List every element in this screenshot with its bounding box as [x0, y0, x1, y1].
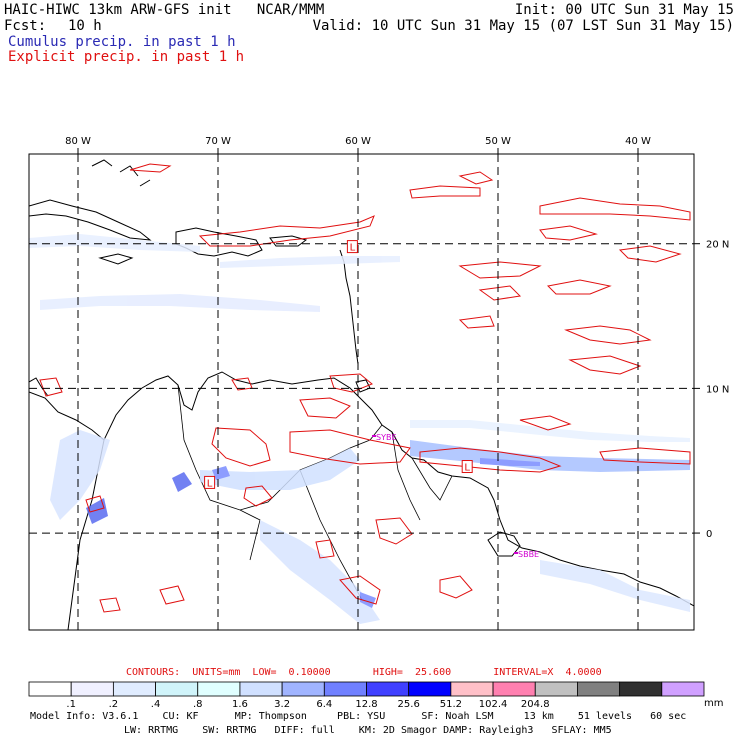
lat-lon-grid [29, 154, 694, 630]
hispaniola [175, 227, 263, 257]
colorbar-swatch [239, 681, 283, 697]
puerto-rico [269, 235, 308, 247]
colorbar-tick-label: .4 [151, 699, 161, 710]
low-marker-box [204, 475, 216, 489]
colorbar-swatch [112, 681, 156, 697]
jamaica [98, 253, 134, 265]
colorbar-tick-label: 1.6 [232, 699, 248, 710]
colorbar-swatch [281, 681, 325, 697]
colorbar-swatch [577, 681, 621, 697]
lat-label: 20 N [706, 240, 729, 251]
colorbar-swatch [450, 681, 494, 697]
lon-label: 70 W [205, 136, 231, 147]
model-title: HAIC-HIWC 13km ARW-GFS init NCAR/MMM [4, 2, 325, 18]
colorbar-swatch [619, 681, 663, 697]
low-marker-label: L [207, 478, 213, 489]
colorbar-tick-label: 25.6 [398, 699, 420, 710]
lon-label: 40 W [625, 136, 651, 147]
coastlines [29, 159, 694, 630]
colorbar-tick-label: .2 [109, 699, 119, 710]
cuba [29, 199, 152, 241]
model-info-line1: Model Info: V3.6.1 CU: KF MP: Thompson P… [30, 711, 687, 722]
marajo-island [487, 531, 521, 557]
colorbar-swatch [323, 681, 367, 697]
lesser-antilles [339, 249, 359, 365]
lon-label: 60 W [345, 136, 371, 147]
colorbar-swatch [661, 681, 705, 697]
pacific-coast [67, 439, 105, 630]
cumulus-precip-shading [29, 234, 690, 624]
low-markers: L L L [204, 240, 473, 489]
colorbar-tick-label: 51.2 [440, 699, 462, 710]
colorbar-units: mm [704, 698, 723, 709]
latitude-labels: 20 N 10 N 0 [694, 240, 729, 540]
explicit-legend: Explicit precip. in past 1 h [8, 49, 245, 65]
longitude-labels: 80 W 70 W 60 W 50 W 40 W [65, 136, 651, 154]
cumulus-legend: Cumulus precip. in past 1 h [8, 34, 236, 50]
init-time: Init: 00 UTC Sun 31 May 15 [514, 2, 734, 18]
low-marker-box [461, 460, 473, 474]
station-markers [372, 435, 518, 554]
lat-label: 10 N [706, 384, 729, 395]
precip-colorbar: .1.2.4.8 1.6 3.2 6.4 12.8 25.6 51.2 102.4 204.8 … [28, 681, 723, 710]
colorbar-swatch [70, 681, 114, 697]
contours-info: CONTOURS: UNITS=mm LOW= 0.10000 HIGH= 25… [126, 667, 602, 678]
lat-label: 0 [706, 529, 712, 540]
station-label-sbbe: SBBE [518, 550, 539, 559]
colorbar-swatch [366, 681, 410, 697]
colorbar-swatch [492, 681, 536, 697]
colorbar-tick-label: 204.8 [521, 699, 550, 710]
colorbar-swatch [28, 681, 72, 697]
bahamas [91, 159, 151, 187]
model-info-line2: LW: RRTMG SW: RRTMG DIFF: full KM: 2D Sm… [124, 725, 612, 736]
forecast-hour: 10 h [68, 18, 102, 34]
colorbar-tick-label: 12.8 [355, 699, 377, 710]
colorbar-tick-label: .1 [66, 699, 76, 710]
south-america-coast [29, 371, 694, 607]
colorbar-swatch [534, 681, 578, 697]
colorbar-swatch [197, 681, 241, 697]
map-frame [28, 153, 695, 631]
colorbar-tick-label: 3.2 [274, 699, 290, 710]
colorbar-swatch [155, 681, 199, 697]
valid-time: Valid: 10 UTC Sun 31 May 15 (07 LST Sun … [312, 18, 734, 34]
forecast-label: Fcst: [4, 18, 47, 34]
explicit-precip-contours [39, 163, 691, 613]
lon-label: 50 W [485, 136, 511, 147]
colorbar-tick-label: 6.4 [316, 699, 332, 710]
colorbar-tick-label: 102.4 [479, 699, 508, 710]
station-label-sybe: SYBE [376, 433, 397, 442]
colorbar-tick-label: .8 [193, 699, 203, 710]
lon-label: 80 W [65, 136, 91, 147]
colorbar-swatch [408, 681, 452, 697]
low-marker-box [346, 240, 358, 254]
low-marker-label: L [350, 243, 356, 254]
low-marker-label: L [464, 463, 470, 474]
